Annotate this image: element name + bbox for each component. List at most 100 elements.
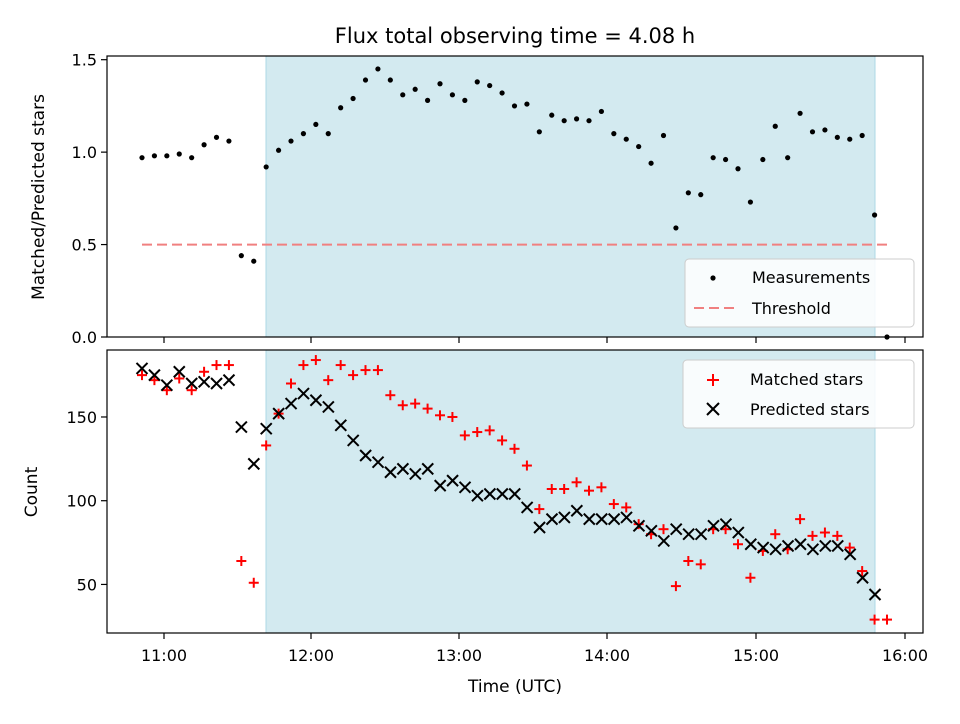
predicted-star-point [409, 467, 422, 481]
predicted-star-point [583, 512, 596, 526]
matched-star-point [348, 370, 359, 381]
measurement-point [660, 132, 667, 139]
measurement-point [238, 253, 244, 259]
measurement-point [871, 212, 878, 218]
measurement-point [549, 112, 555, 118]
matched-star-point [298, 360, 309, 371]
legend-measurements-label: Measurements [752, 268, 870, 287]
predicted-star-point [135, 362, 149, 375]
matched-star-point [261, 440, 272, 451]
measurement-point [412, 86, 418, 92]
matched-star-point [857, 566, 868, 577]
measurement-point [189, 155, 195, 161]
predicted-star-point [160, 378, 174, 392]
counts-y-axis-label: Count [22, 466, 42, 517]
matched-star-point [584, 485, 594, 496]
legend-box [682, 359, 915, 429]
predicted-star-point [781, 539, 795, 553]
matched-star-point [695, 559, 706, 570]
measurement-point [251, 258, 257, 264]
counts-legend: Matched stars Predicted stars [682, 359, 915, 429]
measurement-point [623, 136, 629, 142]
predicted-star-point [185, 377, 198, 390]
matched-star-point [422, 403, 433, 414]
predicted-star-point [396, 462, 410, 476]
matched-star-point [596, 482, 607, 493]
measurement-point [698, 192, 704, 198]
matched-star-point [795, 514, 806, 525]
legend-predicted-label: Predicted stars [750, 400, 870, 419]
matched-star-point [472, 427, 483, 438]
measurement-point [201, 142, 207, 148]
measurement-point [213, 134, 220, 140]
y-tick-label: 1.5 [72, 51, 97, 70]
measurement-point [151, 153, 158, 159]
counts-x-ticks: 11:00 12:00 13:00 14:00 15:00 16:00 [141, 633, 928, 665]
legend-threshold-label: Threshold [751, 299, 831, 318]
measurement-point [462, 97, 468, 103]
measurement-point [164, 153, 170, 159]
predicted-star-point [334, 419, 347, 432]
matched-star-point [844, 542, 855, 553]
predicted-star-point [856, 571, 869, 584]
predicted-stars-points [135, 362, 882, 601]
measurement-point [834, 134, 840, 140]
matched-star-point [733, 539, 743, 550]
measurement-point [847, 136, 853, 142]
matched-star-point [559, 483, 570, 494]
legend-matched-marker [707, 374, 719, 386]
legend-predicted-marker [706, 402, 720, 416]
predicted-star-point [657, 534, 671, 548]
predicted-star-point [694, 527, 708, 541]
predicted-star-point [682, 527, 695, 541]
y-tick-label: 50 [77, 575, 97, 594]
x-tick-label: 13:00 [436, 646, 482, 665]
matched-star-point [447, 411, 458, 422]
predicted-star-point [707, 519, 720, 533]
matched-star-point [149, 375, 160, 386]
measurement-point [300, 131, 307, 137]
ratio-x-ticks [163, 337, 906, 343]
measurement-point [325, 131, 331, 137]
matched-star-point [670, 581, 681, 592]
measurement-point [822, 127, 828, 133]
legend-box [684, 258, 915, 328]
measurement-point [176, 151, 182, 157]
predicted-star-point [545, 512, 559, 526]
measurement-point [760, 156, 766, 163]
measurement-point [226, 138, 232, 144]
measurement-point [797, 110, 803, 116]
predicted-star-point [719, 517, 733, 531]
matched-star-point [435, 410, 445, 421]
predicted-star-point [732, 526, 745, 539]
measurement-point [722, 156, 729, 163]
counts-x-axis-label: Time (UTC) [467, 677, 562, 697]
counts-axes-frame [106, 349, 924, 634]
predicted-star-point [421, 462, 434, 476]
matched-star-point [174, 373, 185, 384]
matched-star-point [571, 477, 582, 488]
x-tick-label: 16:00 [882, 646, 928, 665]
predicted-star-point [173, 365, 186, 378]
predicted-star-point [744, 538, 757, 551]
measurement-point [424, 97, 431, 103]
predicted-star-point [794, 538, 807, 551]
measurement-points [139, 66, 890, 340]
measurement-point [474, 79, 480, 85]
matched-star-point [372, 365, 383, 376]
measurement-point [598, 108, 605, 115]
matched-star-point [211, 360, 222, 371]
counts-y-ticks: 50 100 150 [66, 408, 107, 594]
measurement-point [288, 138, 294, 144]
predicted-star-point [284, 397, 298, 410]
measurement-point [648, 160, 654, 166]
x-tick-label: 14:00 [584, 646, 630, 665]
measurement-point [536, 129, 542, 135]
predicted-star-point [483, 487, 497, 501]
y-tick-label: 0.5 [72, 236, 97, 255]
matched-star-point [509, 443, 520, 454]
measurement-point [636, 143, 642, 150]
matched-star-point [819, 527, 830, 538]
predicted-star-point [570, 504, 584, 517]
y-tick-label: 1.0 [72, 143, 97, 162]
